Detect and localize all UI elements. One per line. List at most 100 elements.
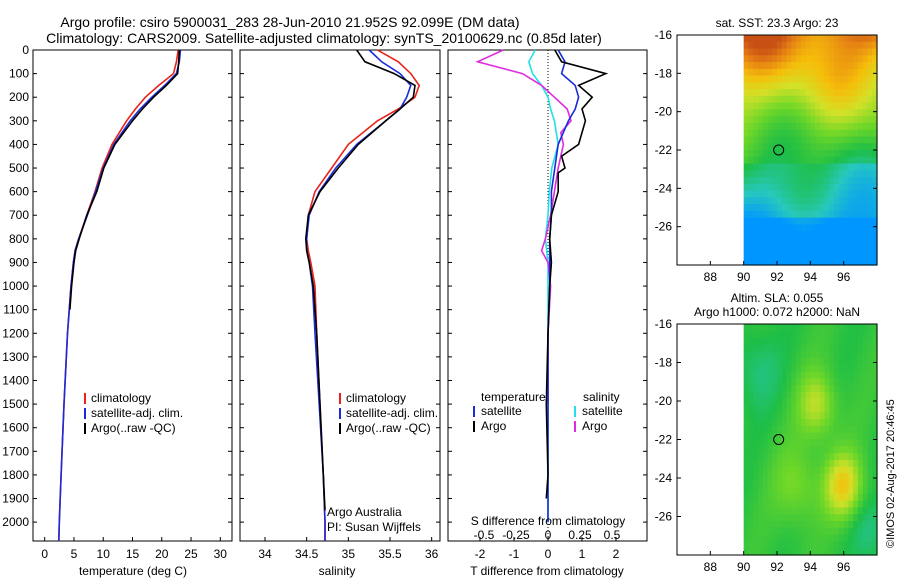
sla-map-field — [743, 324, 878, 556]
sst-map-cell — [862, 116, 869, 124]
sst-map-cell — [872, 258, 878, 266]
sla-map-cell — [753, 466, 759, 475]
sst-map-cell — [810, 41, 816, 50]
sst-map-cell — [796, 109, 802, 117]
sst-map-cell — [872, 95, 878, 104]
sla-map-cell — [838, 548, 845, 556]
sla-map-cell — [810, 419, 816, 427]
sla-map-cell — [862, 398, 869, 407]
sst-map-cell — [767, 75, 773, 83]
sst-map-cell — [867, 55, 873, 63]
depth-tick-label: 0 — [22, 43, 29, 57]
sla-map-cell — [843, 534, 850, 543]
sst-map-cell — [753, 143, 759, 151]
sla-map-cell — [810, 405, 816, 413]
salinity-argo-line — [304, 49, 416, 511]
sla-map-cell — [796, 439, 802, 447]
sla-map-cell — [815, 425, 821, 434]
sla-map-lon-label: 94 — [804, 560, 818, 574]
sla-map-cell — [834, 324, 840, 332]
sst-map-cell — [757, 102, 764, 111]
sla-map-cell — [777, 385, 783, 393]
sst-map-cell — [805, 35, 811, 43]
sla-map-cell — [829, 371, 835, 379]
sst-map-cell — [857, 129, 864, 138]
sst-map-cell — [753, 122, 759, 131]
sst-map-cell — [800, 143, 807, 151]
sst-map-lat-label: -24 — [655, 181, 673, 195]
sla-map-cell — [872, 459, 878, 468]
sst-map-cell — [867, 224, 873, 232]
sla-map-cell — [815, 398, 821, 407]
sst-map-cell — [810, 163, 816, 171]
sla-map-cell — [757, 385, 764, 393]
sst-map-lat-label: -16 — [655, 28, 673, 42]
sla-map-cell — [819, 412, 826, 420]
sst-map-cell — [843, 68, 850, 77]
sst-map-cell — [834, 183, 840, 192]
sla-map-cell — [781, 534, 788, 543]
sla-map-title-line1: Altim. SLA: 0.055 — [731, 291, 824, 305]
sla-map-cell — [748, 330, 754, 339]
sla-map-cell — [800, 425, 807, 434]
sla-map-cell — [848, 419, 854, 427]
sla-map-cell — [791, 357, 797, 366]
sst-map-cell — [748, 224, 754, 232]
sst-map-cell — [772, 224, 778, 232]
sst-map-cell — [857, 258, 864, 266]
sla-map-cell — [867, 439, 873, 447]
sla-map-cell — [800, 351, 807, 359]
sst-map-cell — [834, 68, 840, 77]
sla-map-cell — [872, 473, 878, 481]
sst-map-cell — [824, 129, 830, 138]
sla-map-cell — [857, 473, 864, 481]
sla-map-cell — [824, 507, 830, 515]
sst-map-cell — [777, 150, 783, 158]
sla-map-cell — [872, 385, 878, 393]
sla-map-cell — [843, 487, 850, 495]
sla-map-cell — [781, 330, 788, 339]
sst-map-cell — [862, 62, 869, 70]
sst-map-cell — [834, 231, 840, 239]
sst-map-cell — [805, 48, 811, 56]
sst-map-cell — [872, 75, 878, 83]
sst-map-cell — [772, 95, 778, 104]
sst-map-cell — [838, 224, 845, 232]
sst-map-cell — [791, 122, 797, 131]
sla-map-cell — [743, 548, 750, 556]
sst-map-cell — [786, 224, 792, 232]
temperature-legend-label: satellite-adj. clim. — [91, 406, 183, 420]
sst-map-cell — [824, 177, 830, 185]
sst-map-cell — [819, 48, 826, 56]
sla-map-cell — [805, 344, 811, 352]
sla-map-cell — [853, 324, 859, 332]
sla-map-cell — [867, 514, 873, 522]
sst-map-cell — [834, 244, 840, 253]
sst-map-cell — [824, 183, 830, 192]
sla-map-cell — [757, 521, 764, 529]
sst-map-cell — [757, 95, 764, 104]
sla-map-cell — [786, 425, 792, 434]
sst-map-cell — [848, 109, 854, 117]
sla-map-cell — [777, 493, 783, 502]
title-line2: Climatology: CARS2009. Satellite-adjuste… — [46, 30, 602, 46]
sla-map-cell — [800, 493, 807, 502]
sla-map-cell — [843, 527, 850, 536]
sst-map-cell — [796, 62, 802, 70]
sla-map-cell — [748, 446, 754, 454]
sla-map-cell — [791, 425, 797, 434]
sla-map-cell — [781, 541, 788, 549]
sla-map-cell — [757, 337, 764, 345]
sst-map-cell — [777, 89, 783, 97]
sst-map-cell — [800, 237, 807, 246]
sst-map-cell — [819, 190, 826, 198]
sla-map-cell — [867, 378, 873, 386]
sst-map-cell — [762, 183, 769, 192]
sst-map-cell — [810, 244, 816, 253]
sla-map-cell — [819, 548, 826, 556]
sla-map-cell — [862, 541, 869, 549]
sla-map-cell — [857, 459, 864, 468]
sla-map-cell — [815, 514, 821, 522]
sla-map-cell — [810, 398, 816, 407]
sla-map-cell — [819, 391, 826, 400]
